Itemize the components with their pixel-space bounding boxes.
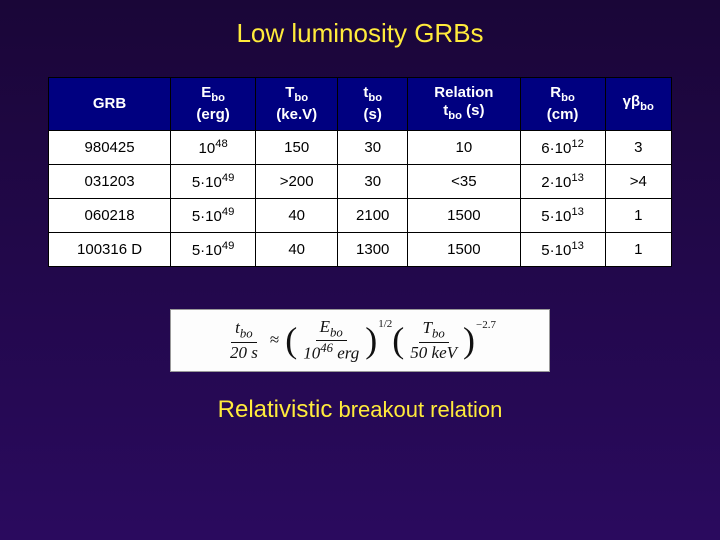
grb-table: GRB Ebo(erg) Tbo(ke.V) tbo(s) Relationtb… bbox=[48, 77, 672, 267]
table-row: 980425 1048 150 30 10 6·1012 3 bbox=[49, 130, 672, 164]
cell: 031203 bbox=[49, 164, 171, 198]
cell: 980425 bbox=[49, 130, 171, 164]
cell: 1048 bbox=[171, 130, 256, 164]
cell: 5·1049 bbox=[171, 232, 256, 266]
formula: tbo 20 s ≈ ( Ebo 1046 erg ) 1/2 ( Tbo 50… bbox=[170, 309, 550, 372]
cell: 6·1012 bbox=[520, 130, 605, 164]
cell: 100316 D bbox=[49, 232, 171, 266]
col-tbo-kev: Tbo(ke.V) bbox=[256, 78, 338, 131]
cell: 1 bbox=[605, 198, 671, 232]
cell: 5·1013 bbox=[520, 198, 605, 232]
cell: 060218 bbox=[49, 198, 171, 232]
cell: 5·1049 bbox=[171, 164, 256, 198]
cell: 10 bbox=[408, 130, 520, 164]
cell: 2·1013 bbox=[520, 164, 605, 198]
cell: 40 bbox=[256, 198, 338, 232]
col-tbo-s: tbo(s) bbox=[338, 78, 408, 131]
caption: Relativistic breakout relation bbox=[0, 396, 720, 424]
cell: 3 bbox=[605, 130, 671, 164]
col-rbo: Rbo(cm) bbox=[520, 78, 605, 131]
col-ebo: Ebo(erg) bbox=[171, 78, 256, 131]
cell: 1500 bbox=[408, 232, 520, 266]
cell: 5·1049 bbox=[171, 198, 256, 232]
cell: 1500 bbox=[408, 198, 520, 232]
cell: 30 bbox=[338, 164, 408, 198]
table-row: 031203 5·1049 >200 30 <35 2·1013 >4 bbox=[49, 164, 672, 198]
table-row: 060218 5·1049 40 2100 1500 5·1013 1 bbox=[49, 198, 672, 232]
cell: 5·1013 bbox=[520, 232, 605, 266]
col-gammabeta: γβbo bbox=[605, 78, 671, 131]
cell: >4 bbox=[605, 164, 671, 198]
cell: <35 bbox=[408, 164, 520, 198]
cell: 30 bbox=[338, 130, 408, 164]
cell: >200 bbox=[256, 164, 338, 198]
col-relation: Relationtbo (s) bbox=[408, 78, 520, 131]
page-title: Low luminosity GRBs bbox=[0, 0, 720, 49]
cell: 1300 bbox=[338, 232, 408, 266]
cell: 1 bbox=[605, 232, 671, 266]
col-grb: GRB bbox=[49, 78, 171, 131]
cell: 150 bbox=[256, 130, 338, 164]
table-row: 100316 D 5·1049 40 1300 1500 5·1013 1 bbox=[49, 232, 672, 266]
table-container: GRB Ebo(erg) Tbo(ke.V) tbo(s) Relationtb… bbox=[48, 77, 672, 267]
cell: 40 bbox=[256, 232, 338, 266]
table-header-row: GRB Ebo(erg) Tbo(ke.V) tbo(s) Relationtb… bbox=[49, 78, 672, 131]
cell: 2100 bbox=[338, 198, 408, 232]
